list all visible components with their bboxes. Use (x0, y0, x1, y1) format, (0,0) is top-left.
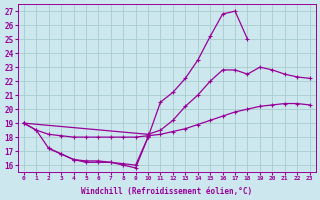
X-axis label: Windchill (Refroidissement éolien,°C): Windchill (Refroidissement éolien,°C) (81, 187, 252, 196)
